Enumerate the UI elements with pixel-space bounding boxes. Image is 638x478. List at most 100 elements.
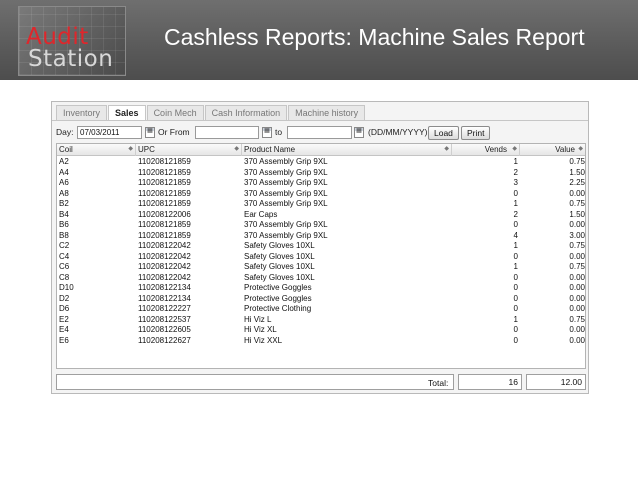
coil-cell: D2: [59, 293, 70, 303]
value-cell: 3.00: [569, 230, 585, 240]
tab-machine-history[interactable]: Machine history: [288, 105, 366, 120]
table-row[interactable]: B2 110208121859 370 Assembly Grip 9XL 1 0.75: [57, 199, 585, 210]
sort-arrows-icon: ◆: [444, 146, 449, 152]
coil-cell: A6: [59, 178, 69, 187]
table-row[interactable]: E6 110208122627 Hi Viz XXL 0 0.00: [57, 336, 585, 347]
column-header-value[interactable]: Value ◆: [555, 145, 583, 154]
column-header-vends[interactable]: Vends ◆: [452, 144, 520, 156]
total-vends: 16: [508, 377, 518, 387]
column-header-upc[interactable]: UPC ◆: [136, 144, 242, 156]
to-date-input[interactable]: [287, 126, 352, 139]
upc-cell: 110208122134: [138, 283, 191, 292]
value-cell: 1.50: [569, 209, 585, 219]
product-name-cell: Protective Goggles: [244, 283, 312, 292]
vends-cell: 1: [513, 157, 518, 166]
product-name-cell: Protective Goggles: [244, 293, 312, 303]
sort-arrows-icon: ◆: [512, 146, 517, 152]
product-name-cell: Hi Viz L: [244, 314, 272, 324]
table-row[interactable]: A6 110208121859 370 Assembly Grip 9XL 3 2.25: [57, 178, 585, 189]
tab-coin-mech[interactable]: Coin Mech: [146, 105, 204, 120]
value-cell: 0.00: [569, 188, 585, 198]
table-row[interactable]: A2 110208121859 370 Assembly Grip 9XL 1 0.75: [57, 157, 585, 168]
table-row[interactable]: B4 110208122006 Ear Caps 2 1.50: [57, 210, 585, 221]
table-row[interactable]: B8 110208121859 370 Assembly Grip 9XL 4 3.00: [57, 231, 585, 242]
vends-cell: 1: [513, 199, 518, 208]
coil-cell: C8: [59, 272, 70, 282]
total-label: Total:: [428, 378, 449, 388]
vends-cell: 1: [513, 262, 518, 271]
table-row[interactable]: D10 110208122134 Protective Goggles 0 0.00: [57, 283, 585, 294]
tab-bar: Inventory Sales Coin Mech Cash Informati…: [56, 105, 366, 120]
sort-arrows-icon: ◆: [128, 146, 133, 152]
column-header-product-name[interactable]: Product Name ◆: [242, 144, 452, 156]
table-header: Coil ◆ UPC ◆ Product Name ◆ Vends ◆ Value ◆: [57, 144, 585, 156]
table-row[interactable]: A4 110208121859 370 Assembly Grip 9XL 2 1.50: [57, 168, 585, 179]
table-row[interactable]: E4 110208122605 Hi Viz XL 0 0.00: [57, 325, 585, 336]
vends-cell: 1: [513, 241, 518, 250]
print-button[interactable]: Print: [461, 126, 491, 140]
product-name-cell: 370 Assembly Grip 9XL: [244, 199, 328, 208]
table-row[interactable]: E2 110208122537 Hi Viz L 1 0.75: [57, 315, 585, 326]
vends-cell: 0: [513, 188, 518, 198]
product-name-cell: 370 Assembly Grip 9XL: [244, 178, 328, 187]
value-cell: 0.00: [569, 220, 585, 229]
table-body: A2 110208121859 370 Assembly Grip 9XL 1 0.75…: [57, 157, 585, 346]
tab-sales[interactable]: Sales: [108, 105, 146, 120]
vends-cell: 4: [513, 230, 518, 240]
upc-cell: 110208122627: [138, 335, 191, 345]
vends-cell: 0: [513, 220, 518, 229]
table-row[interactable]: D6 110208122227 Protective Clothing 0 0.00: [57, 304, 585, 315]
value-cell: 0.00: [569, 283, 585, 292]
coil-cell: E2: [59, 314, 69, 324]
tab-cash-information[interactable]: Cash Information: [204, 105, 288, 120]
upc-cell: 110208122227: [138, 304, 191, 313]
upc-cell: 110208122042: [138, 272, 191, 282]
sort-arrows-icon: ◆: [234, 146, 239, 152]
sales-table: Coil ◆ UPC ◆ Product Name ◆ Vends ◆ Value ◆ A…: [56, 143, 586, 369]
product-name-cell: 370 Assembly Grip 9XL: [244, 220, 328, 229]
table-row[interactable]: A8 110208121859 370 Assembly Grip 9XL 0 0.00: [57, 189, 585, 200]
vends-cell: 0: [513, 335, 518, 345]
column-header-coil[interactable]: Coil ◆: [57, 144, 136, 156]
product-name-cell: Protective Clothing: [244, 304, 312, 313]
or-from-label: Or From: [158, 127, 190, 137]
tab-inventory[interactable]: Inventory: [56, 105, 108, 120]
value-cell: 0.00: [569, 272, 585, 282]
value-cell: 0.00: [569, 251, 585, 261]
vends-cell: 0: [513, 251, 518, 261]
upc-cell: 110208121859: [138, 167, 191, 177]
table-row[interactable]: B6 110208121859 370 Assembly Grip 9XL 0 0.00: [57, 220, 585, 231]
from-date-input[interactable]: [195, 126, 259, 139]
upc-cell: 110208122042: [138, 262, 191, 271]
calendar-icon[interactable]: ▦: [262, 127, 272, 138]
upc-cell: 110208121859: [138, 188, 191, 198]
table-row[interactable]: D2 110208122134 Protective Goggles 0 0.00: [57, 294, 585, 305]
upc-cell: 110208122006: [138, 209, 191, 219]
product-name-cell: Ear Caps: [244, 209, 278, 219]
value-cell: 0.75: [569, 262, 585, 271]
calendar-icon[interactable]: ▦: [145, 127, 155, 138]
calendar-icon[interactable]: ▦: [354, 127, 364, 138]
coil-cell: B4: [59, 209, 69, 219]
vends-cell: 2: [513, 209, 518, 219]
load-button[interactable]: Load: [428, 126, 459, 140]
product-name-cell: Safety Gloves 10XL: [244, 262, 315, 271]
coil-cell: A4: [59, 167, 69, 177]
product-name-cell: 370 Assembly Grip 9XL: [244, 157, 328, 166]
coil-cell: C2: [59, 241, 70, 250]
totals-bar: Total: 16 12.00: [56, 374, 586, 390]
table-row[interactable]: C2 110208122042 Safety Gloves 10XL 1 0.75: [57, 241, 585, 252]
page-title: Cashless Reports: Machine Sales Report: [164, 24, 585, 50]
total-value-cell: [526, 374, 586, 390]
product-name-cell: Safety Gloves 10XL: [244, 241, 315, 250]
table-row[interactable]: C4 110208122042 Safety Gloves 10XL 0 0.00: [57, 252, 585, 263]
vends-cell: 0: [513, 283, 518, 292]
day-input[interactable]: 07/03/2011: [77, 126, 142, 139]
table-row[interactable]: C6 110208122042 Safety Gloves 10XL 1 0.75: [57, 262, 585, 273]
coil-cell: A8: [59, 188, 69, 198]
upc-cell: 110208121859: [138, 220, 191, 229]
upc-cell: 110208122537: [138, 314, 191, 324]
value-cell: 0.75: [569, 157, 585, 166]
table-row[interactable]: C8 110208122042 Safety Gloves 10XL 0 0.00: [57, 273, 585, 284]
upc-cell: 110208122042: [138, 251, 191, 261]
